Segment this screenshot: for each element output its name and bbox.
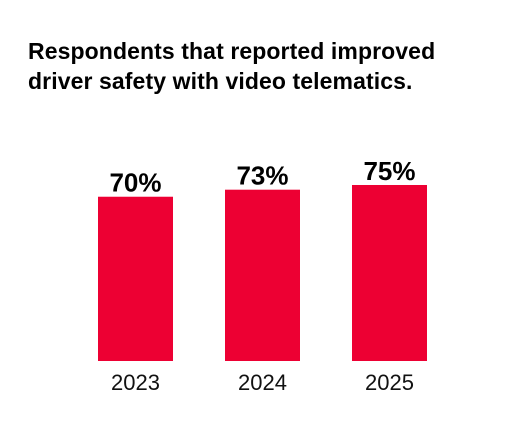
chart-title-line-1: Respondents that reported improved bbox=[28, 38, 436, 64]
value-labels-layer: 70% 73% 75% bbox=[109, 156, 415, 198]
bars-layer bbox=[98, 184, 427, 361]
category-label-2025: 2025 bbox=[365, 370, 414, 395]
chart-title: Respondents that reported improved drive… bbox=[28, 36, 508, 96]
bar-2023 bbox=[98, 196, 173, 361]
category-label-2023: 2023 bbox=[111, 370, 160, 395]
value-label-2025: 75% bbox=[363, 156, 415, 186]
bar-2025 bbox=[352, 184, 427, 361]
category-labels-layer: 2023 2024 2025 bbox=[111, 370, 414, 395]
value-label-2023: 70% bbox=[109, 168, 161, 198]
category-label-2024: 2024 bbox=[238, 370, 287, 395]
value-label-2024: 73% bbox=[236, 161, 288, 191]
bar-2024 bbox=[225, 189, 300, 361]
chart-title-line-2: driver safety with video telematics. bbox=[28, 68, 413, 94]
